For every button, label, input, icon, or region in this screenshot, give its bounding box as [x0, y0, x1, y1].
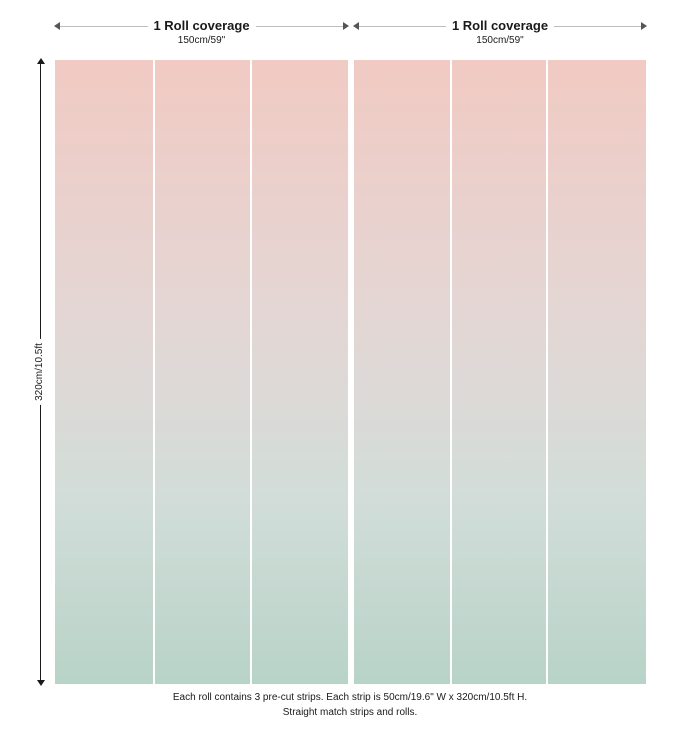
roll-1-strip-2: [155, 60, 250, 684]
strip-info-note: Each roll contains 3 pre-cut strips. Eac…: [172, 692, 528, 703]
roll-1-strip-3: [252, 60, 348, 684]
roll-1-width-dimension: 1 Roll coverage 150cm/59": [54, 16, 349, 52]
roll-1-width-label: 150cm/59": [177, 35, 226, 46]
roll-2-width-label: 150cm/59": [476, 35, 524, 46]
match-info-note: Straight match strips and rolls.: [282, 707, 418, 718]
roll-2-title: 1 Roll coverage: [445, 18, 555, 34]
roll-1-strip-1: [55, 60, 153, 684]
roll-2-strip-3: [548, 60, 646, 684]
arrow-up-icon: [37, 58, 45, 64]
arrow-right-icon: [343, 22, 349, 30]
roll-2-width-dimension: 1 Roll coverage 150cm/59": [353, 16, 647, 52]
roll-2-strip-1: [354, 60, 450, 684]
arrow-left-icon: [54, 22, 60, 30]
height-dimension: 320cm/10.5ft: [34, 58, 46, 686]
roll-1-title: 1 Roll coverage: [147, 18, 256, 34]
arrow-right-icon: [641, 22, 647, 30]
arrow-left-icon: [353, 22, 359, 30]
roll-2-strip-2: [452, 60, 546, 684]
height-label: 320cm/10.5ft: [34, 339, 46, 405]
arrow-down-icon: [37, 680, 45, 686]
